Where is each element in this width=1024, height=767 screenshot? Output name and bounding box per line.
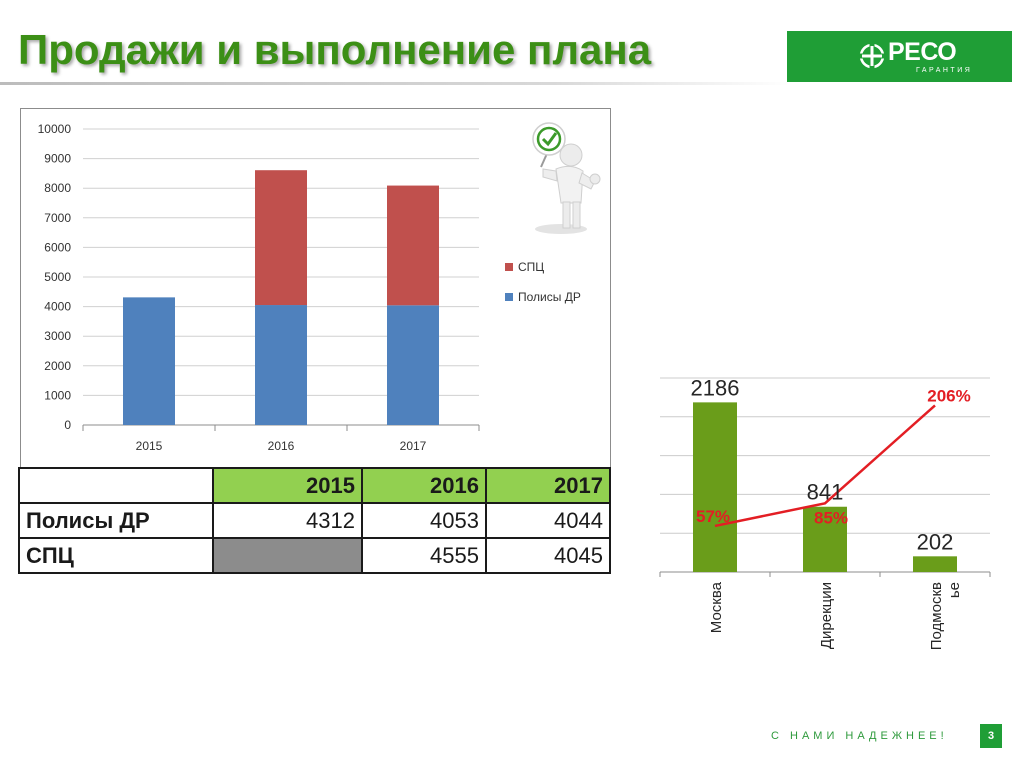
- table-row: Полисы ДР 4312 4053 4044: [18, 502, 611, 539]
- x-category-label-line: ье: [946, 582, 963, 598]
- y-tick-label: 3000: [44, 329, 71, 343]
- reso-cross-icon: [859, 43, 885, 69]
- logo-subtitle: ГАРАНТИЯ: [916, 67, 973, 74]
- y-tick-label: 5000: [44, 270, 71, 284]
- x-category-label-line: Дирекции: [818, 582, 835, 649]
- table-header-cell: 2016: [361, 467, 487, 504]
- y-tick-label: 0: [64, 418, 71, 432]
- page-number: 3: [980, 724, 1002, 748]
- bar: [803, 506, 847, 572]
- bar-data-label: 2186: [691, 375, 740, 400]
- line-data-label: 85%: [814, 508, 848, 527]
- slogan: С НАМИ НАДЕЖНЕЕ!: [771, 730, 948, 742]
- y-tick-label: 10000: [38, 122, 72, 136]
- title-divider: [0, 82, 790, 85]
- table-cell-empty: [212, 537, 363, 574]
- legend-swatch: [505, 293, 513, 301]
- regions-bar-chart: 2186 841 202 57% 85% 206% Москва Дирекции Подмос…: [659, 375, 991, 650]
- y-tick-label: 4000: [44, 300, 71, 314]
- bar-segment: [255, 305, 307, 425]
- bar: [913, 556, 957, 572]
- table-cell: 4044: [485, 502, 611, 539]
- y-tick-label: 8000: [44, 181, 71, 195]
- logo-name: РЕСО: [888, 38, 957, 66]
- company-logo: РЕСО ГАРАНТИЯ: [787, 31, 1012, 82]
- table-header-cell: 2015: [212, 467, 363, 504]
- table-corner-cell: [18, 467, 214, 504]
- bar-segment: [255, 170, 307, 306]
- x-tick-label: 2016: [268, 439, 295, 453]
- y-tick-label: 1000: [44, 388, 71, 402]
- x-category-label-line: Подмоскв: [928, 582, 945, 650]
- sales-chart-frame: 0 1000 2000 3000 4000 5000 6000 7000 8000 9000 100…: [20, 108, 611, 468]
- table-header-row: 2015 2016 2017: [18, 467, 611, 504]
- bar-data-label: 202: [917, 529, 954, 554]
- table-row: СПЦ 4555 4045: [18, 537, 611, 574]
- bar-data-label: 841: [807, 480, 844, 505]
- page-title: Продажи и выполнение плана: [18, 26, 652, 73]
- table-row-label: Полисы ДР: [18, 502, 214, 539]
- x-category-label: Дирекции: [818, 582, 835, 649]
- line-data-label: 206%: [927, 386, 970, 405]
- bar-segment: [387, 185, 439, 306]
- y-tick-label: 9000: [44, 152, 71, 166]
- y-tick-label: 7000: [44, 211, 71, 225]
- sales-bar-chart: 0 1000 2000 3000 4000 5000 6000 7000 8000 9000 100…: [38, 122, 601, 453]
- x-tick-label: 2015: [136, 439, 163, 453]
- table-cell: 4312: [212, 502, 363, 539]
- table-cell: 4053: [361, 502, 487, 539]
- legend-label: СПЦ: [518, 260, 544, 274]
- table-row-label: СПЦ: [18, 537, 214, 574]
- x-category-label: Москва: [708, 581, 725, 633]
- legend-swatch: [505, 263, 513, 271]
- ratio-line: [714, 404, 936, 528]
- y-tick-label: 6000: [44, 240, 71, 254]
- x-category-label: Подмоскв ье: [928, 582, 963, 650]
- x-tick-label: 2017: [400, 439, 427, 453]
- bar-segment: [387, 305, 439, 425]
- table-header-cell: 2017: [485, 467, 611, 504]
- table-cell: 4045: [485, 537, 611, 574]
- x-category-label-line: Москва: [708, 581, 725, 633]
- bar-segment: [123, 297, 175, 425]
- thumbs-up-figure-illustration: [532, 122, 601, 234]
- y-tick-label: 2000: [44, 359, 71, 373]
- bar: [693, 402, 737, 572]
- table-cell: 4555: [361, 537, 487, 574]
- legend-label: Полисы ДР: [518, 290, 581, 304]
- line-data-label: 57%: [696, 507, 730, 526]
- sales-table: 2015 2016 2017 Полисы ДР 4312 4053 4044 …: [18, 467, 611, 574]
